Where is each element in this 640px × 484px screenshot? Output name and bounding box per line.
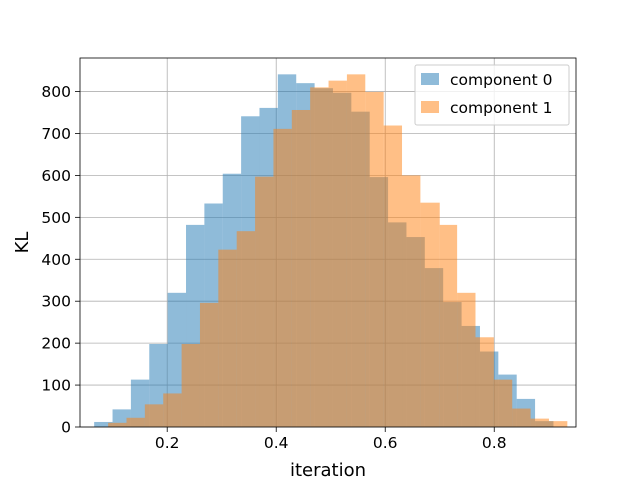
bar-component-0 <box>130 379 150 427</box>
y-tick-label: 600 <box>41 167 71 185</box>
bar-component-1 <box>291 109 311 427</box>
y-tick-label: 500 <box>41 209 71 227</box>
bar-component-1 <box>365 91 384 427</box>
bar-component-1 <box>310 87 329 428</box>
x-tick-label: 0.4 <box>264 434 289 452</box>
y-tick-label: 700 <box>41 125 71 143</box>
x-tick-label: 0.8 <box>482 434 507 452</box>
x-tick-label: 0.2 <box>155 434 180 452</box>
plot-frame <box>79 57 577 428</box>
bar-component-1 <box>236 231 256 427</box>
y-tick-label: 100 <box>41 377 71 395</box>
bar-component-1 <box>199 302 219 427</box>
bar-component-1 <box>383 125 403 427</box>
bar-component-1 <box>255 176 274 427</box>
legend-label-component-0: component 0 <box>450 71 552 89</box>
bar-component-1 <box>108 422 127 427</box>
bar-component-1 <box>439 224 458 427</box>
bar-component-1 <box>548 421 568 427</box>
bar-component-1 <box>181 343 200 427</box>
y-tick-label: 200 <box>41 335 71 353</box>
bar-component-1 <box>420 202 440 427</box>
bar-component-1 <box>273 128 292 427</box>
bar-component-1 <box>328 80 347 427</box>
bar-component-0 <box>94 421 113 427</box>
legend-box <box>414 64 570 126</box>
x-tick-label: 0.6 <box>373 434 398 452</box>
axis-ticks: 0.2 0.4 0.6 0.8 0 100 200 300 400 500 600 700 800 <box>41 83 506 452</box>
bar-component-1 <box>144 404 164 427</box>
bar-component-1 <box>493 379 513 427</box>
x-axis-label: iteration <box>290 460 366 480</box>
y-tick-label: 400 <box>41 251 71 269</box>
bar-component-1 <box>346 74 366 428</box>
y-tick-label: 0 <box>61 419 71 437</box>
y-tick-label: 300 <box>41 293 71 311</box>
bar-component-0 <box>167 292 187 427</box>
bar-component-1 <box>475 337 494 427</box>
bar-component-1 <box>163 393 182 427</box>
bar-component-1 <box>530 418 549 427</box>
legend-label-component-1: component 1 <box>450 99 552 117</box>
bar-component-1 <box>126 417 145 427</box>
bar-component-0 <box>112 409 131 427</box>
legend: component 0 component 1 <box>414 64 570 126</box>
bar-component-1 <box>512 408 531 427</box>
y-tick-label: 800 <box>41 83 71 101</box>
histogram-bars <box>94 74 568 428</box>
bar-component-1 <box>218 249 237 427</box>
series-component-1 <box>108 74 568 428</box>
legend-swatch-component-1 <box>421 101 439 113</box>
bar-component-1 <box>457 292 476 427</box>
legend-swatch-component-0 <box>421 73 439 85</box>
y-axis-label: KL <box>12 232 33 254</box>
bar-component-1 <box>402 175 421 427</box>
